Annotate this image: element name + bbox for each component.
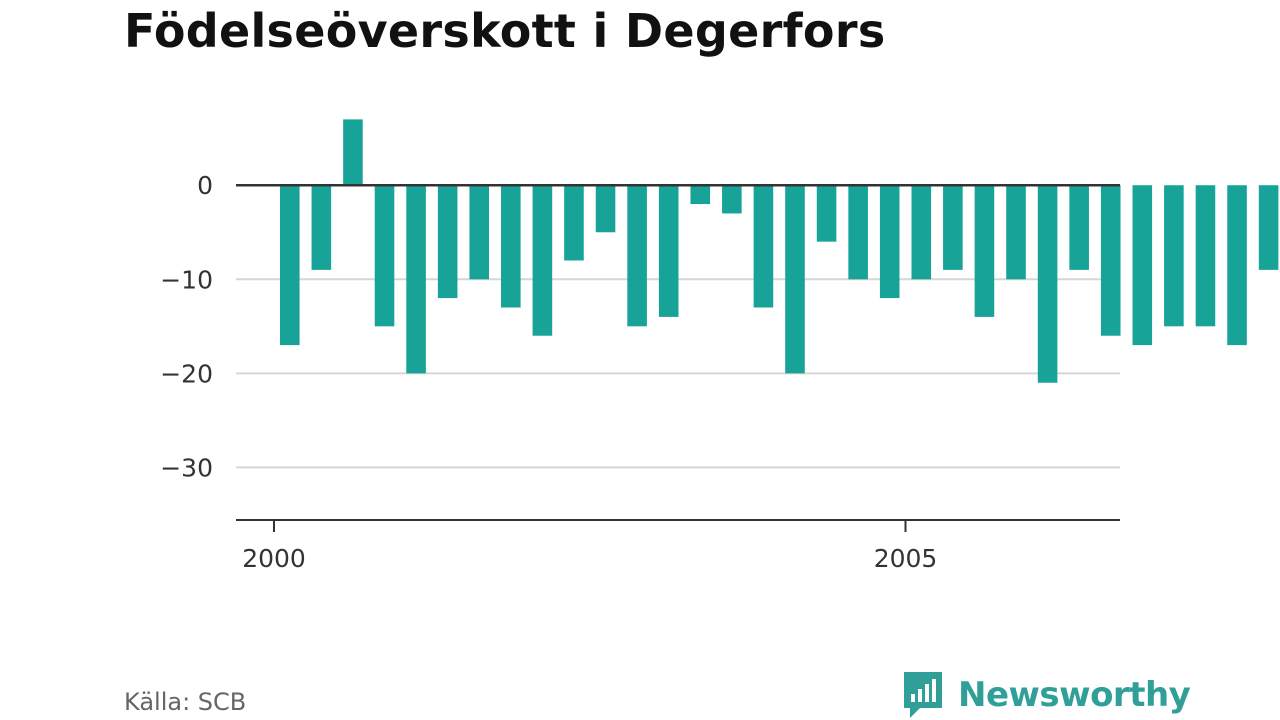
bar [943,185,963,270]
bar [1037,185,1058,383]
bar [1164,185,1184,327]
bar [1132,185,1153,346]
bar [532,185,553,336]
bar [469,185,490,280]
bar [374,185,395,327]
brand-name: Newsworthy [958,675,1191,715]
bar [1006,185,1026,280]
source-note: Källa: SCB [124,688,247,716]
bar [1069,185,1089,270]
bar [722,185,742,214]
bar [343,119,363,186]
bar [595,185,616,233]
axes [236,183,1120,532]
bar [501,185,521,308]
newsworthy-logo-icon [904,672,942,718]
y-tick-labels: 0 −10 −20 −30 [160,171,213,482]
x-tick-label: 2000 [242,544,306,573]
bar [879,185,900,299]
bar [785,185,805,374]
x-tick-labels: 200020052010201520202025 [242,544,938,573]
bar [690,185,711,205]
bar [816,185,837,242]
y-tick-label: −20 [160,359,213,388]
bar [280,185,300,346]
bar [406,185,426,374]
y-tick-label: 0 [197,171,213,200]
chart-title: Födelseöverskott i Degerfors [124,4,886,58]
bar [311,185,332,270]
bar [974,185,995,317]
bar [1227,185,1247,346]
y-tick-label: −30 [160,453,213,482]
bar-chart: 0−10−20−30 200020052010201520202025 [160,119,1279,573]
bars [280,119,1279,383]
bar [564,185,584,261]
bar [753,185,774,308]
bar [437,185,458,299]
brand-logo[interactable]: Newsworthy [902,670,1191,720]
bar [848,185,868,280]
bar [627,185,647,327]
bar [1100,185,1121,336]
bar [911,185,932,280]
bar [1195,185,1216,327]
bar [1258,185,1279,270]
bar [658,185,679,317]
x-tick-label: 2005 [874,544,938,573]
y-tick-label: −10 [160,265,213,294]
